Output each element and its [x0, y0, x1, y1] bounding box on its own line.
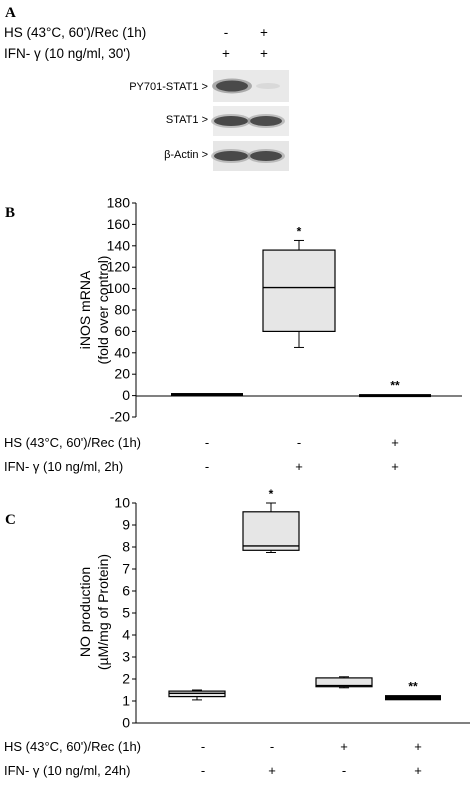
blot-py701-stat1	[212, 70, 289, 102]
chart-b: -20 0 20 40 60 80 100 120 140 160 180 iNOS mRNA (fol…	[77, 195, 462, 425]
panel-a-ifn-sign-2: +	[260, 46, 268, 61]
y-tick-label: 6	[122, 583, 130, 599]
box-group-3	[315, 677, 373, 688]
blot-label-stat1: STAT1 >	[166, 114, 208, 126]
y-tick-label: 0	[122, 715, 130, 731]
panel-c-hs-sign-1: -	[201, 739, 205, 754]
panel-c-letter: C	[5, 512, 16, 528]
y-axis-title: iNOS mRNA	[77, 270, 93, 349]
significance-marker: **	[408, 680, 418, 694]
blot-label-py701-stat1: PY701-STAT1 >	[129, 81, 208, 93]
box-group-1	[171, 393, 243, 397]
panel-c-ifn-sign-1: -	[201, 763, 205, 778]
blot-stat1	[211, 106, 289, 136]
significance-marker: **	[390, 379, 400, 393]
panel-b-hs-sign-1: -	[205, 435, 209, 450]
blot-label-beta-actin: β-Actin >	[164, 149, 208, 161]
y-tick-label: 0	[122, 387, 130, 403]
significance-marker: *	[297, 224, 302, 238]
panel-b-ifn-sign-2: +	[295, 459, 303, 474]
y-axis-subtitle: (fold over control)	[95, 256, 111, 365]
y-tick-label: 1	[122, 693, 130, 709]
y-axis-subtitle: (µM/mg of Protein)	[95, 554, 111, 670]
y-tick-label: 9	[122, 517, 130, 533]
y-tick-label: 60	[114, 323, 130, 339]
panel-a-ifn-sign-1: +	[222, 46, 230, 61]
y-tick-label: 2	[122, 671, 130, 687]
y-tick-label: 4	[122, 627, 130, 643]
y-tick-label: 3	[122, 649, 130, 665]
panel-c-hs-label: HS (43°C, 60')/Rec (1h)	[4, 739, 141, 754]
y-tick-label: 80	[114, 302, 130, 318]
panel-b-ifn-label: IFN- γ (10 ng/ml, 2h)	[4, 459, 123, 474]
box-group-4	[385, 695, 441, 701]
panel-a-letter: A	[5, 5, 16, 21]
panel-a-hs-sign-2: +	[260, 25, 268, 40]
panel-a-ifn-label: IFN- γ (10 ng/ml, 30')	[4, 46, 130, 61]
y-tick-label: 120	[107, 259, 131, 275]
y-tick-label: 5	[122, 605, 130, 621]
box-group-2	[242, 511, 300, 551]
panel-b-letter: B	[5, 205, 15, 221]
y-tick-label: 7	[122, 561, 130, 577]
panel-b-ifn-sign-1: -	[205, 459, 209, 474]
panel-b-hs-label: HS (43°C, 60')/Rec (1h)	[4, 435, 141, 450]
panel-c-hs-sign-4: +	[414, 739, 422, 754]
y-axis-title: NO production	[77, 567, 93, 657]
y-tick-label: 100	[107, 280, 131, 296]
box-group-3	[359, 394, 431, 398]
panel-c-ifn-sign-4: +	[414, 763, 422, 778]
panel-c-ifn-sign-2: +	[268, 763, 276, 778]
y-tick-label: 160	[107, 216, 131, 232]
y-tick-label: 180	[107, 195, 131, 211]
panel-b-hs-sign-2: -	[297, 435, 301, 450]
y-tick-label: 40	[114, 344, 130, 360]
y-tick-label: 20	[114, 366, 130, 382]
box-group-2	[262, 249, 336, 333]
panel-c-ifn-label: IFN- γ (10 ng/ml, 24h)	[4, 763, 130, 778]
panel-c-ifn-sign-3: -	[342, 763, 346, 778]
chart-c: 0 1 2 3 4 5 6 7 8 9 10 NO production (µM/mg of Prote…	[77, 487, 470, 731]
blot-beta-actin	[211, 141, 289, 171]
y-tick-label: 10	[114, 495, 130, 511]
y-tick-label: -20	[110, 409, 130, 425]
panel-c-hs-sign-3: +	[340, 739, 348, 754]
y-tick-label: 8	[122, 539, 130, 555]
panel-a-hs-sign-1: -	[224, 25, 229, 40]
panel-b-hs-sign-3: +	[391, 435, 399, 450]
panel-b-ifn-sign-3: +	[391, 459, 399, 474]
panel-c-hs-sign-2: -	[270, 739, 274, 754]
significance-marker: *	[269, 487, 274, 501]
panel-a-hs-label: HS (43°C, 60')/Rec (1h)	[4, 25, 146, 40]
y-tick-label: 140	[107, 237, 131, 253]
